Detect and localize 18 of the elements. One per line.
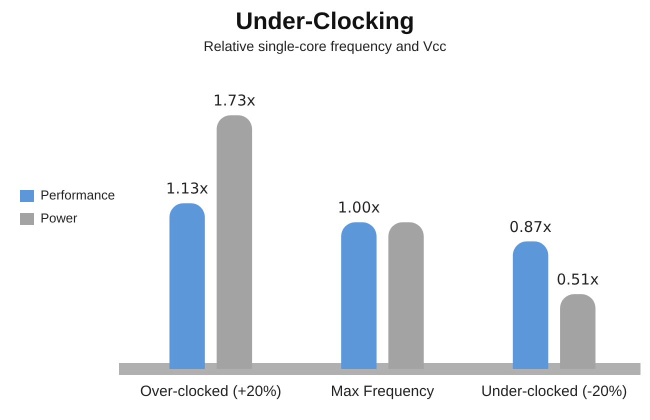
legend-label: Power (40, 210, 78, 226)
bar (169, 203, 205, 369)
x-tick-label: Max Frequency (330, 383, 435, 400)
bar (560, 294, 596, 369)
chart-title: Under-Clocking (236, 8, 414, 36)
x-tick-label: Under-clocked (-20%) (481, 383, 628, 400)
chart-subtitle: Relative single-core frequency and Vcc (204, 38, 446, 54)
data-label: 1.73x (213, 92, 256, 110)
bar (216, 115, 252, 369)
bar (512, 241, 548, 369)
bar (341, 222, 377, 369)
data-label: 0.87x (509, 218, 552, 236)
x-tick-label: Over-clocked (+20%) (140, 383, 282, 400)
legend-label: Performance (40, 188, 115, 203)
data-label: 1.00x (338, 198, 380, 217)
data-label: 0.51x (556, 270, 600, 289)
bar (388, 222, 424, 369)
data-label: 1.13x (166, 180, 208, 198)
